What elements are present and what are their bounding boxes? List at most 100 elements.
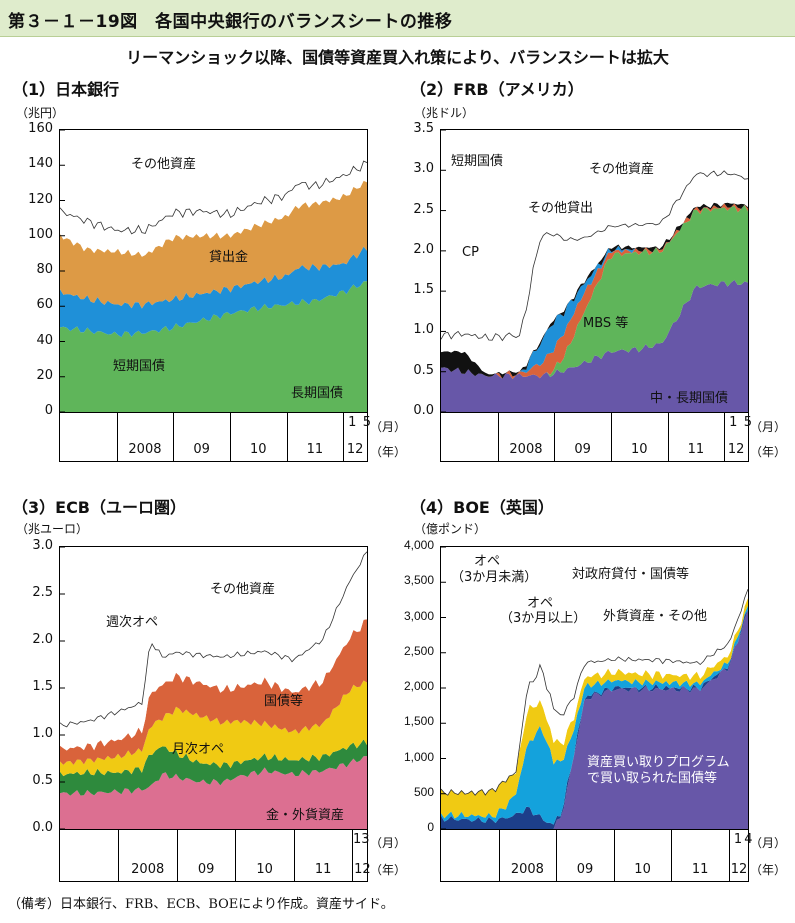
frb-label-mbs: MBS 等 (583, 316, 629, 331)
ecb-year-unit: （年） (370, 863, 407, 877)
boj-year-divider (229, 412, 231, 462)
boe-label-ope2: オペ (527, 596, 554, 611)
boj-label-other: その他資産 (131, 157, 197, 172)
boe-month-unit: （月） (750, 836, 787, 850)
boe-ytick-label: 2,500 (403, 643, 434, 658)
ecb-year-label: 10 (256, 862, 273, 877)
frb-label-other: その他資産 (589, 162, 655, 177)
boe-year-divider (498, 829, 500, 882)
boe-year-divider (613, 829, 615, 882)
ecb-area-2 (60, 680, 367, 777)
boe-ytick-label: 3,500 (403, 573, 434, 588)
frb-year-label: 10 (630, 442, 648, 457)
ecb-ytick-label: 2.0 (32, 632, 53, 647)
boj-ytick-label: 160 (28, 121, 53, 136)
boj-area-0 (60, 281, 367, 412)
frb-year-divider (667, 412, 669, 462)
boe-label-govt: 対政府貸付・国債等 (572, 567, 690, 582)
ecb-label-other: その他資産 (210, 582, 276, 597)
boe-total-line (441, 589, 748, 796)
frb-ytick-label: 0.5 (413, 362, 434, 378)
ecb-year-label: 2008 (131, 862, 165, 877)
ecb-title: （3）ECB（ユーロ圏） (12, 498, 187, 517)
boe-label-ope1: オペ (474, 554, 501, 569)
ecb-plot (59, 546, 368, 830)
boj-label-tbills: 短期国債 (113, 359, 166, 374)
ecb-label-monthly: 月次オペ (172, 742, 225, 757)
boj-area-2 (60, 180, 367, 309)
ecb-label-weekly: 週次オペ (106, 615, 159, 630)
frb-year-label: 12 (727, 442, 745, 457)
boe-ytick-label: 0 (427, 820, 434, 834)
ecb-month-unit: （月） (370, 836, 407, 850)
boj-plot (59, 129, 368, 413)
boe-plot (440, 546, 749, 830)
ecb-ytick-label: 0.5 (32, 773, 53, 788)
frb-area-0 (441, 279, 748, 412)
boj-year-label: 10 (249, 442, 267, 457)
boj-area-1 (60, 246, 367, 338)
frb-ytick-label: 3.0 (413, 161, 434, 177)
frb-x-axis: 2008 09 10 11 12 1 5 (440, 412, 752, 462)
frb-ytick-label: 1.0 (413, 322, 434, 338)
boj-year-label: 11 (306, 442, 324, 457)
frb-year-label: 09 (574, 442, 591, 457)
boe-year-divider (556, 829, 558, 882)
boe-ytick-label: 500 (413, 784, 434, 799)
boe-year-label: 11 (691, 862, 709, 877)
frb-area-1 (441, 205, 748, 380)
boj-month-unit: （月） (370, 420, 407, 434)
ecb-area-3 (60, 619, 367, 765)
frb-plot (440, 129, 749, 413)
ecb-ylabel: （兆ユーロ） (16, 522, 89, 536)
boj-ytick-label: 140 (28, 156, 53, 172)
boe-month-label: 4 (744, 832, 753, 847)
boj-total-line (60, 160, 367, 235)
frb-year-label: 11 (687, 442, 705, 457)
ecb-x-axis: 2008 09 10 11 12 13 (59, 829, 371, 882)
boe-year-label: 10 (634, 862, 651, 877)
boj-ytick-label: 0 (44, 403, 53, 418)
boj-year-label: 12 (346, 442, 364, 457)
ecb-total-line (60, 551, 367, 728)
boj-ytick-label: 80 (36, 262, 53, 277)
boe-title: （4）BOE（英国） (410, 498, 554, 517)
boe-ytick-label: 4,000 (403, 538, 434, 552)
ecb-year-label: 11 (314, 862, 332, 877)
frb-ytick-label: 2.5 (413, 201, 434, 217)
boj-title: （1）日本銀行 (12, 80, 120, 99)
boj-year-divider (286, 412, 288, 462)
ecb-year-divider (176, 829, 178, 882)
boj-month-label: 5 (362, 415, 372, 430)
boj-year-label: 09 (193, 442, 210, 457)
boj-year-divider (173, 412, 175, 462)
frb-ytick-label: 1.5 (413, 282, 434, 298)
frb-ytick-label: 2.0 (413, 241, 434, 257)
boe-month-label: 1 (733, 832, 743, 847)
boj-chart-svg (60, 130, 367, 412)
ecb-label-gold: 金・外貨資産 (266, 808, 345, 823)
boe-label-apf: 資産買い取りプログラム (587, 755, 730, 770)
boj-ytick-label: 60 (36, 297, 53, 313)
frb-label-otherloans: その他貸出 (528, 201, 594, 216)
boj-year-divider (116, 412, 118, 462)
boe-year-label: 2008 (510, 862, 544, 877)
ecb-area-1 (60, 739, 367, 796)
frb-chart-svg (441, 130, 748, 412)
boe-x-axis: 2008 09 10 11 12 1 4 (440, 829, 753, 882)
boj-year-label: 2008 (128, 442, 162, 457)
figure-title: 第３－１－19図 各国中央銀行のバランスシートの推移 (8, 12, 453, 32)
boj-year-unit: （年） (370, 445, 407, 459)
ecb-ytick-label: 1.5 (32, 679, 53, 694)
boe-year-label: 09 (576, 862, 594, 877)
boe-year-label: 12 (730, 862, 748, 877)
frb-year-unit: （年） (750, 445, 787, 459)
source-note: （備考）日本銀行、FRB、ECB、BOEにより作成。資産サイド。 (8, 897, 394, 912)
frb-ytick-label: 0.0 (413, 403, 434, 418)
boj-ytick-label: 120 (28, 191, 53, 207)
frb-month-label: 1 (729, 415, 738, 430)
ecb-ytick-label: 1.0 (32, 726, 53, 741)
ecb-ytick-label: 3.0 (32, 538, 53, 553)
boe-ytick-label: 3,000 (403, 608, 434, 623)
boj-month-label: 1 (348, 415, 357, 430)
